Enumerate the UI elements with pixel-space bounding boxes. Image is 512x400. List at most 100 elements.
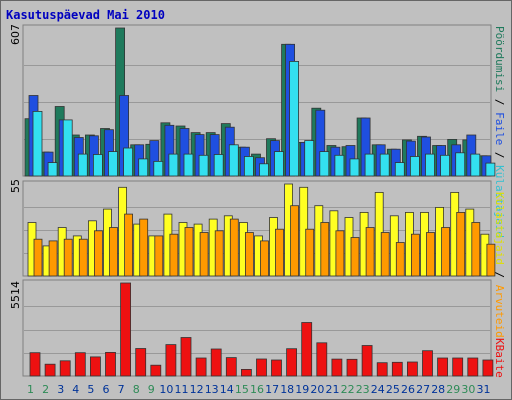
bar-kbaite-19 bbox=[301, 322, 313, 377]
bar-kbaite-30 bbox=[467, 357, 479, 377]
bar-külastajaid-6 bbox=[108, 151, 118, 177]
bar-külastajaid-18 bbox=[289, 61, 300, 177]
day-label-31: 31 bbox=[477, 383, 491, 396]
day-label-3: 3 bbox=[57, 383, 64, 396]
bar-arvuteid-26 bbox=[410, 233, 420, 277]
day-label-17: 17 bbox=[265, 383, 279, 396]
middle-legend: Külastajaid / Arvuteid bbox=[493, 192, 506, 338]
bar-arvuteid-13 bbox=[214, 230, 224, 277]
bar-kbaite-23 bbox=[361, 345, 373, 377]
bar-kbaite-22 bbox=[346, 358, 358, 377]
day-label-29: 29 bbox=[446, 383, 460, 396]
day-label-9: 9 bbox=[148, 383, 155, 396]
day-label-30: 30 bbox=[461, 383, 475, 396]
bar-külastajaid-31 bbox=[485, 162, 496, 177]
bar-külastajaid-20 bbox=[319, 151, 330, 177]
bar-arvuteid-1 bbox=[33, 238, 43, 277]
bar-külastajaid-27 bbox=[425, 153, 435, 177]
bar-külastajaid-25 bbox=[394, 162, 405, 177]
bar-kbaite-8 bbox=[135, 348, 147, 377]
legend-separator: / bbox=[493, 145, 506, 166]
bar-arvuteid-21 bbox=[335, 230, 345, 277]
bottom-legend: KBaite bbox=[493, 338, 506, 378]
bar-arvuteid-17 bbox=[275, 228, 284, 277]
bar-külastajaid-13 bbox=[213, 154, 224, 177]
bar-arvuteid-5 bbox=[94, 230, 103, 277]
bar-arvuteid-6 bbox=[109, 227, 118, 277]
bar-külastajaid-9 bbox=[153, 160, 164, 177]
bar-kbaite-31 bbox=[482, 359, 494, 377]
bar-külastajaid-12 bbox=[198, 154, 209, 177]
bar-kbaite-26 bbox=[406, 361, 418, 377]
day-label-28: 28 bbox=[431, 383, 445, 396]
day-label-7: 7 bbox=[118, 383, 125, 396]
bar-arvuteid-29 bbox=[456, 211, 466, 277]
day-label-23: 23 bbox=[356, 383, 370, 396]
bar-arvuteid-25 bbox=[395, 242, 405, 277]
day-label-4: 4 bbox=[72, 383, 79, 396]
day-label-19: 19 bbox=[295, 383, 309, 396]
bar-külastajaid-29 bbox=[455, 152, 466, 177]
bar-arvuteid-20 bbox=[320, 222, 330, 277]
bar-külastajaid-23 bbox=[364, 153, 375, 177]
bar-arvuteid-30 bbox=[471, 222, 481, 277]
bar-kbaite-3 bbox=[59, 360, 71, 377]
bar-arvuteid-18 bbox=[290, 205, 300, 277]
bar-arvuteid-27 bbox=[426, 232, 435, 277]
bar-külastajaid-24 bbox=[379, 153, 390, 177]
bar-arvuteid-3 bbox=[63, 238, 73, 277]
bar-kbaite-13 bbox=[210, 348, 222, 377]
bar-külastajaid-21 bbox=[334, 154, 345, 177]
bar-kbaite-29 bbox=[452, 357, 464, 377]
day-label-6: 6 bbox=[103, 383, 110, 396]
day-label-15: 15 bbox=[235, 383, 249, 396]
day-label-16: 16 bbox=[250, 383, 264, 396]
bar-kbaite-16 bbox=[256, 358, 267, 377]
bar-arvuteid-14 bbox=[229, 218, 239, 277]
bar-külastajaid-15 bbox=[243, 156, 254, 177]
legend-visits: Pöördumisi bbox=[493, 26, 506, 93]
bar-külastajaid-5 bbox=[93, 154, 103, 177]
bar-kbaite-17 bbox=[271, 359, 282, 377]
bar-arvuteid-24 bbox=[380, 232, 390, 277]
bar-kbaite-5 bbox=[90, 356, 101, 377]
day-label-18: 18 bbox=[280, 383, 294, 396]
bar-kbaite-4 bbox=[74, 352, 86, 377]
day-label-10: 10 bbox=[159, 383, 173, 396]
bar-külastajaid-28 bbox=[440, 154, 451, 177]
bar-arvuteid-9 bbox=[154, 235, 164, 277]
bar-kbaite-25 bbox=[391, 361, 403, 377]
top-panel-max-label: 607 bbox=[9, 24, 22, 45]
bar-kbaite-1 bbox=[29, 352, 41, 377]
bar-kbaite-15 bbox=[240, 368, 252, 377]
bar-arvuteid-22 bbox=[350, 237, 360, 277]
bar-külastajaid-17 bbox=[274, 151, 284, 177]
bar-kbaite-10 bbox=[165, 344, 177, 377]
bar-kbaite-2 bbox=[44, 363, 56, 377]
bar-kbaite-6 bbox=[105, 351, 116, 377]
bar-arvuteid-4 bbox=[78, 238, 88, 277]
bar-kbaite-27 bbox=[422, 350, 433, 377]
day-label-24: 24 bbox=[371, 383, 385, 396]
day-label-21: 21 bbox=[326, 383, 340, 396]
bar-külastajaid-22 bbox=[349, 158, 360, 177]
bar-kbaite-11 bbox=[180, 337, 192, 377]
bar-arvuteid-8 bbox=[139, 218, 149, 277]
bar-arvuteid-2 bbox=[48, 240, 58, 277]
day-label-2: 2 bbox=[42, 383, 49, 396]
bar-külastajaid-19 bbox=[304, 140, 315, 177]
bar-arvuteid-23 bbox=[365, 227, 375, 277]
bar-kbaite-7 bbox=[120, 282, 131, 377]
bar-külastajaid-7 bbox=[123, 147, 133, 177]
bar-arvuteid-19 bbox=[305, 228, 315, 277]
bar-külastajaid-11 bbox=[183, 153, 194, 177]
bar-kbaite-12 bbox=[195, 357, 207, 377]
bar-arvuteid-16 bbox=[260, 240, 269, 277]
day-label-11: 11 bbox=[175, 383, 189, 396]
bar-kbaite-28 bbox=[437, 357, 449, 377]
legend-hits-mid: Arvuteid bbox=[493, 284, 506, 338]
day-label-1: 1 bbox=[27, 383, 34, 396]
day-label-20: 20 bbox=[310, 383, 324, 396]
